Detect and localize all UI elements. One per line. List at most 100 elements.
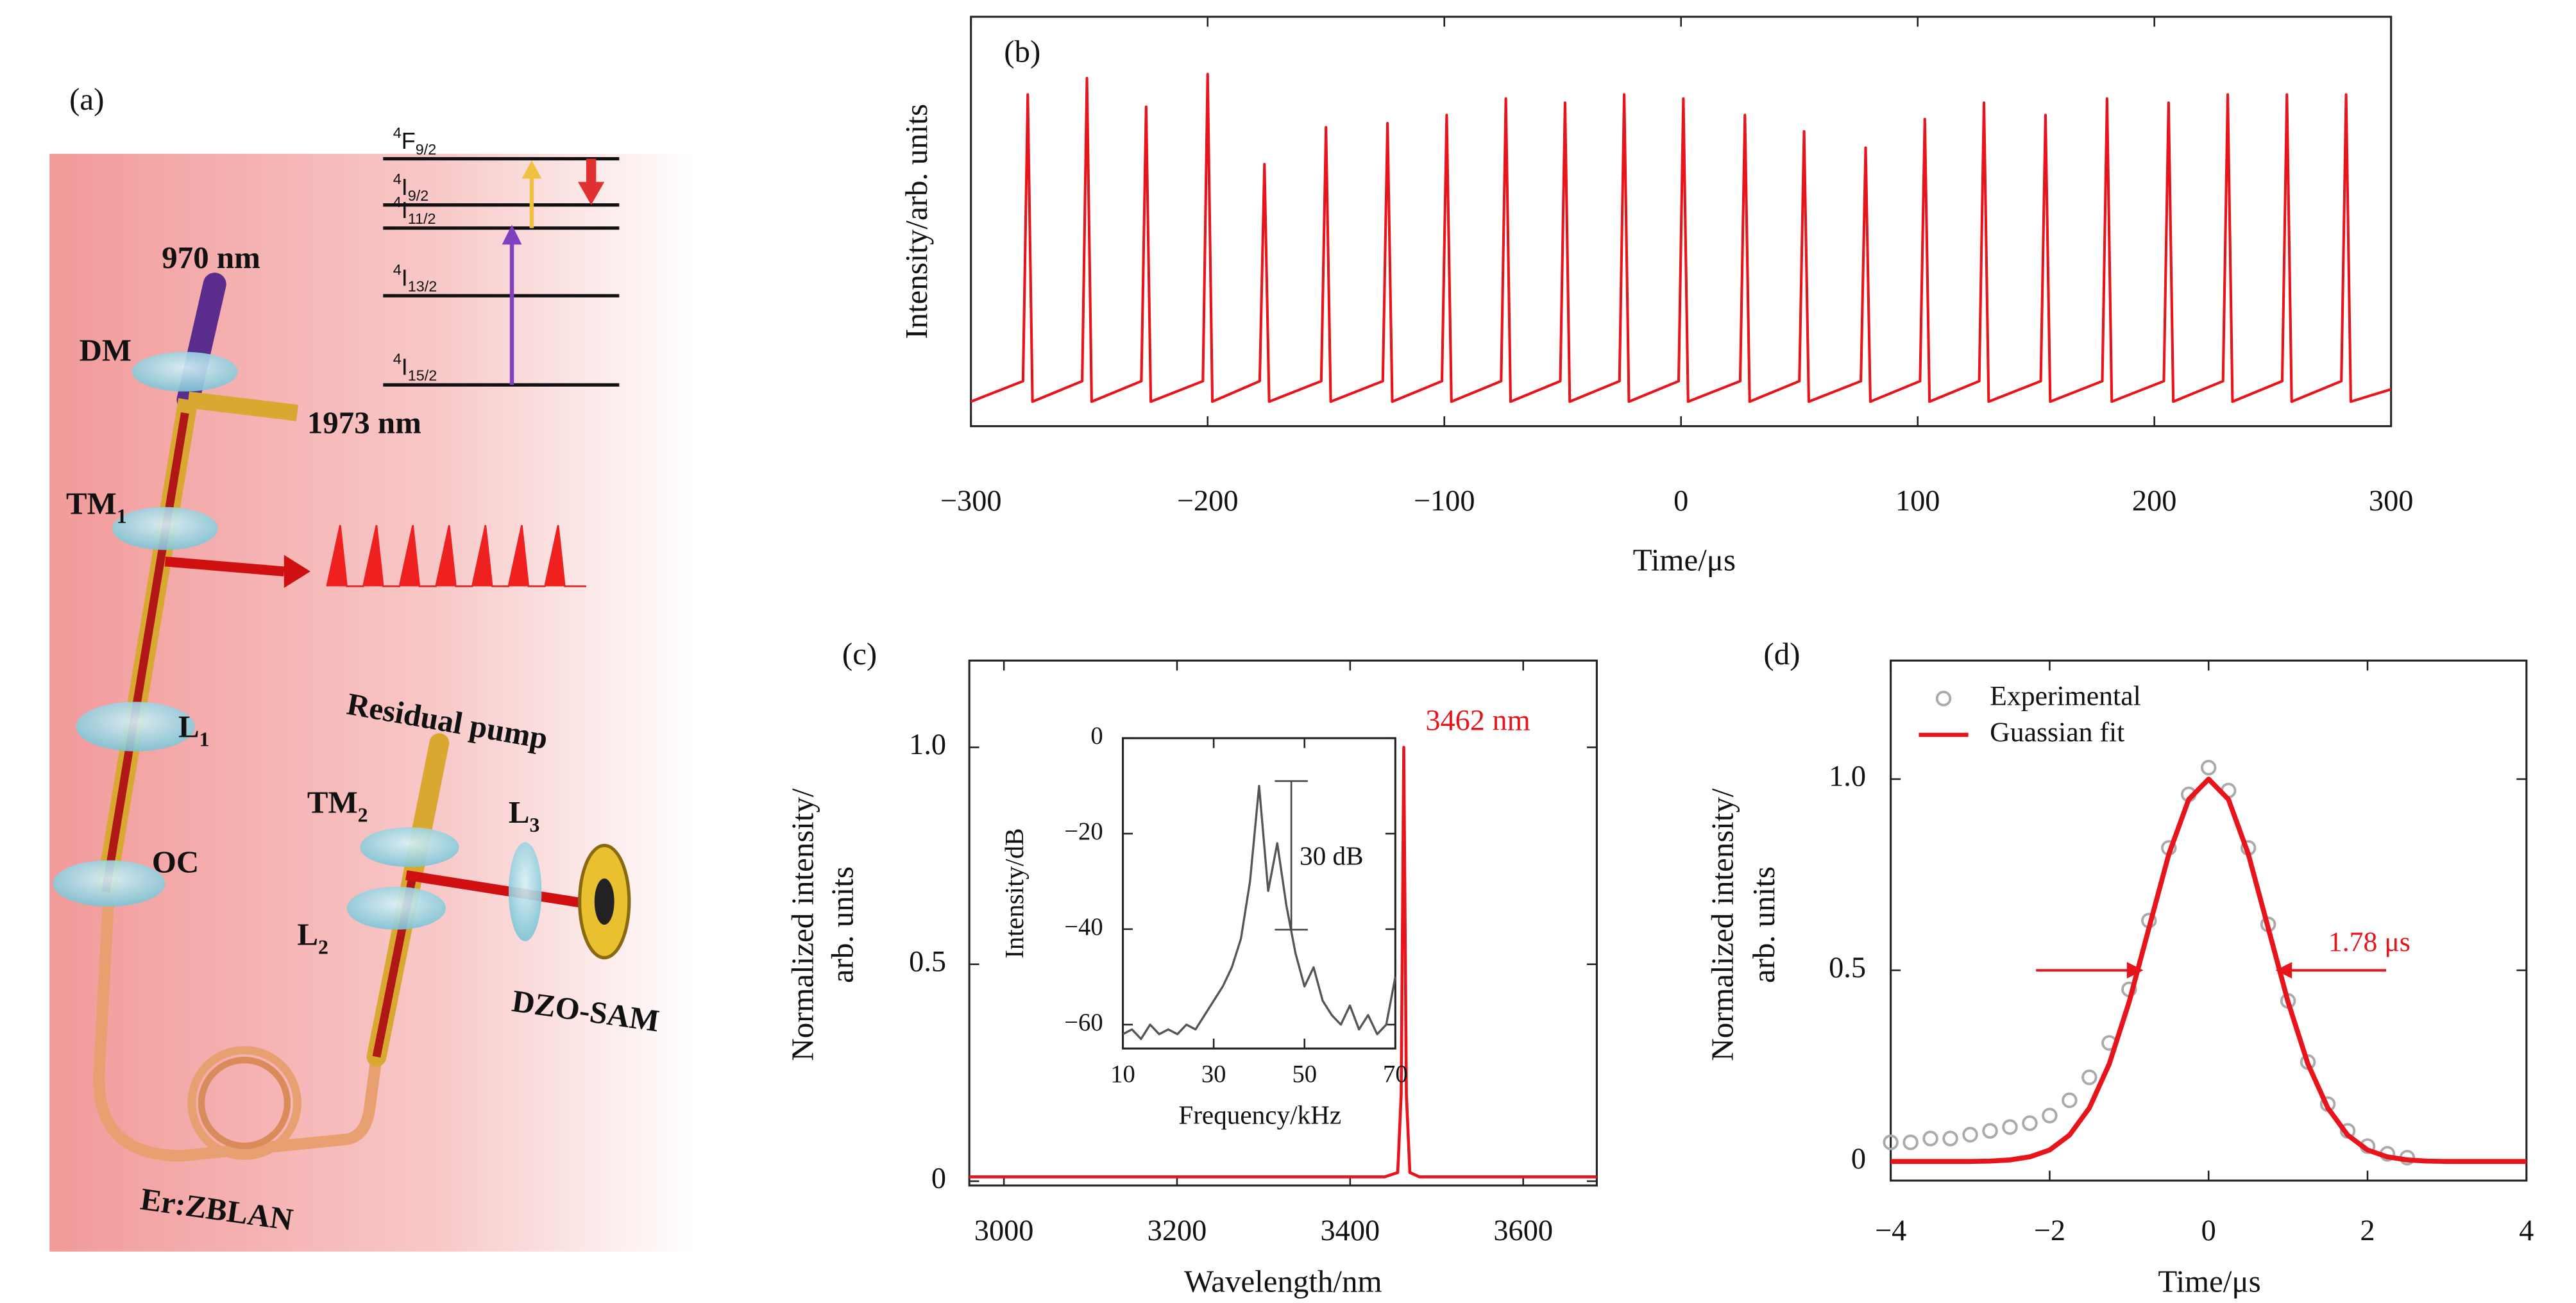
superscript: 4 [393, 124, 402, 141]
y-axis-label: Intensity/arb. units [899, 104, 934, 339]
x-tick-label: −300 [940, 485, 1002, 517]
x-tick-label: −200 [1177, 485, 1239, 517]
x-tick-label: 3600 [1493, 1215, 1553, 1247]
subscript: 15/2 [408, 367, 437, 384]
arrow-head [578, 181, 605, 205]
arrow-head [521, 160, 542, 179]
label-text: 1973 nm [307, 405, 421, 441]
legend-label: Experimental [1990, 680, 2141, 711]
subscript: 9/2 [416, 141, 437, 158]
y-tick-label: 0.5 [1829, 952, 1866, 984]
label: 4I15/2 [393, 351, 437, 384]
mirror [112, 507, 218, 550]
x-axis-label: Frequency/kHz [1178, 1100, 1341, 1130]
data-line [1890, 777, 2527, 1164]
label: 4I9/2 [393, 171, 429, 204]
panel-label: (b) [1004, 34, 1040, 69]
subscript: 9/2 [408, 187, 429, 204]
signal-beam [187, 391, 298, 421]
pulse-train-icon [326, 525, 586, 587]
x-tick-label: 0 [2201, 1215, 2216, 1247]
label-main: L [297, 917, 318, 952]
fiber-coil [187, 1046, 301, 1160]
y-tick-label: 0 [1851, 1143, 1866, 1175]
label-main: I [402, 264, 408, 290]
data-point [2022, 1115, 2038, 1131]
data-point [2042, 1107, 2058, 1123]
x-tick-label: −4 [1875, 1215, 1906, 1247]
x-tick-label: 70 [1383, 1061, 1408, 1088]
x-axis-label: Time/μs [2158, 1263, 2260, 1299]
mirror [360, 827, 459, 867]
x-axis-label: Time/μs [1633, 542, 1736, 577]
label: TM2 [307, 785, 368, 827]
panel-label: (c) [842, 636, 877, 671]
label: OC [152, 845, 199, 880]
y-tick-label: 0.5 [909, 945, 946, 978]
annotation: 30 dB [1300, 841, 1364, 871]
superscript: 4 [393, 262, 402, 278]
x-tick-label: 3200 [1148, 1215, 1207, 1247]
x-tick-label: 2 [2360, 1215, 2375, 1247]
data-line [1122, 784, 1396, 1040]
subscript: 2 [318, 936, 328, 958]
label: 1973 nm [307, 405, 421, 441]
fiber-coil [198, 1057, 291, 1150]
label: 4I11/2 [393, 194, 436, 227]
y-tick-label: 1.0 [909, 728, 946, 761]
legend-marker [1935, 691, 1952, 707]
annotation: 1.78 μs [2328, 927, 2411, 957]
x-tick-label: 200 [2132, 485, 2177, 517]
data-point [1883, 1134, 1899, 1150]
panel-label: (d) [1763, 636, 1800, 671]
data-point [1902, 1134, 1919, 1150]
x-tick-label: 300 [2369, 485, 2414, 517]
label: L2 [297, 917, 328, 959]
superscript: 4 [393, 194, 402, 210]
y-tick-label: 0 [1090, 723, 1103, 750]
label: L3 [509, 794, 540, 836]
lens [508, 842, 542, 941]
y-axis-label: Normalized intensity/ [785, 788, 820, 1061]
data-point [2002, 1119, 2018, 1135]
output-coupler [53, 860, 165, 907]
label: 970 nm [162, 240, 260, 275]
label: DM [80, 333, 131, 368]
x-axis-label: Wavelength/nm [1184, 1263, 1382, 1299]
data-point [1962, 1127, 1978, 1143]
subscript: 13/2 [408, 278, 437, 295]
data-point [1982, 1123, 1998, 1139]
output-beam [164, 557, 285, 576]
label-main: I [402, 353, 408, 380]
data-line [969, 746, 1597, 1179]
y-axis-label: Normalized intensity/ [1704, 788, 1740, 1061]
label-main: TM [66, 486, 117, 521]
x-tick-label: 4 [2519, 1215, 2534, 1247]
label-text: DM [80, 333, 131, 368]
data-point [2062, 1092, 2078, 1109]
data-line [970, 72, 2392, 403]
panel-label: (a) [69, 81, 104, 117]
sam-beam [405, 870, 595, 910]
subscript: 11/2 [408, 210, 436, 227]
dichroic-mirror [131, 351, 238, 392]
legend-label: Guassian fit [1990, 717, 2124, 748]
y-tick-label: 1.0 [1829, 761, 1866, 793]
data-point [2081, 1069, 2097, 1086]
x-tick-label: 3000 [974, 1215, 1034, 1247]
data-point [1922, 1131, 1938, 1147]
x-tick-label: 3400 [1321, 1215, 1380, 1247]
label-main: L [178, 709, 199, 744]
laser-beam [101, 412, 189, 893]
superscript: 4 [393, 171, 402, 187]
data-point [2200, 759, 2217, 776]
plot-frame [1122, 737, 1396, 1050]
label: 4I13/2 [393, 262, 437, 295]
arrow-head [2275, 962, 2292, 979]
arrow-head [2126, 962, 2144, 979]
label-main: TM [307, 785, 358, 820]
subscript: 2 [358, 803, 368, 826]
